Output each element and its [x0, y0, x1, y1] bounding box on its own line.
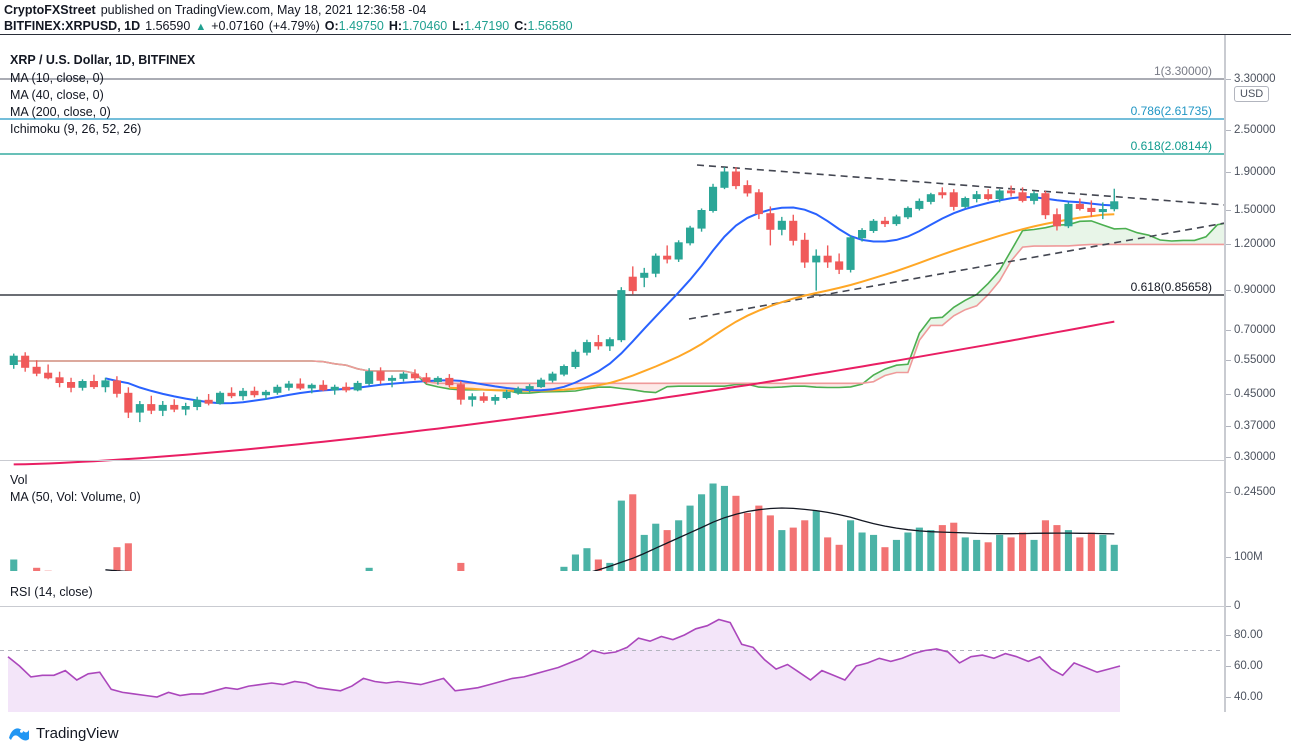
price-axis-tick: 1.20000	[1234, 238, 1276, 250]
price-axis-tick: 2.50000	[1234, 124, 1276, 136]
fib-level-label: 0.786(2.61735)	[1130, 104, 1212, 118]
low-value: 1.47190	[464, 19, 510, 33]
price-axis-tick: 0.70000	[1234, 324, 1276, 336]
axis-tick-mark	[1226, 457, 1231, 458]
axis-tick-mark	[1226, 697, 1231, 698]
rsi-axis-tick: 60.00	[1234, 660, 1263, 672]
axis-tick-mark	[1226, 635, 1231, 636]
rsi-axis-tick: 80.00	[1234, 629, 1263, 641]
currency-badge[interactable]: USD	[1234, 86, 1270, 102]
axis-tick-mark	[1226, 666, 1231, 667]
axis-tick-mark	[1226, 492, 1231, 493]
chart-frame: XRP / U.S. Dollar, 1D, BITFINEX MA (10, …	[0, 34, 1291, 747]
footer: TradingView	[0, 712, 1291, 755]
tradingview-logo-icon	[8, 725, 30, 743]
chart-header: CryptoFXStreet published on TradingView.c…	[0, 0, 1291, 34]
price-axis-tick: 0.55000	[1234, 354, 1276, 366]
up-triangle-icon: ▲	[195, 21, 207, 33]
pane-separator-volume-rsi[interactable]	[0, 606, 1224, 607]
fib-level-label: 0.618(2.08144)	[1130, 139, 1212, 153]
price-axis-tick: 0.37000	[1234, 420, 1276, 432]
chart-canvas[interactable]	[0, 35, 1225, 712]
ma200-line	[13, 320, 1115, 466]
axis-tick-mark	[1226, 244, 1231, 245]
volume-series	[10, 483, 1118, 571]
axis-tick-mark	[1226, 557, 1231, 558]
quote-line: BITFINEX:XRPUSD, 1D 1.56590 ▲ +0.07160 (+4.7…	[4, 18, 1291, 35]
publisher-name: CryptoFXStreet	[4, 3, 96, 17]
change-absolute: +0.07160	[211, 19, 264, 33]
fibonacci-levels	[0, 78, 1224, 296]
open-label: O:	[324, 19, 339, 33]
close-value: 1.56580	[527, 19, 573, 33]
price-axis-tick: 0.30000	[1234, 451, 1276, 463]
axis-tick-mark	[1226, 360, 1231, 361]
price-axis-tick: 3.30000	[1234, 73, 1276, 85]
high-label: H:	[388, 19, 403, 33]
axis-tick-mark	[1226, 606, 1231, 607]
rsi-series	[0, 618, 1224, 712]
published-info: published on TradingView.com, May 18, 20…	[100, 3, 427, 17]
price-axis-tick: 1.90000	[1234, 166, 1276, 178]
axis-tick-mark	[1226, 394, 1231, 395]
ma10-line	[105, 195, 1115, 405]
price-axis[interactable]: 3.30000 2.50000 1.90000 1.50000 1.20000 0.900…	[1225, 35, 1291, 712]
fib-level-label: 0.618(0.85658)	[1130, 280, 1212, 294]
fib-level-label: 1(3.30000)	[1153, 64, 1212, 78]
axis-tick-mark	[1226, 130, 1231, 131]
tradingview-brand: TradingView	[36, 725, 119, 742]
close-label: C:	[514, 19, 528, 33]
axis-tick-mark	[1226, 290, 1231, 291]
candlestick-series	[9, 167, 1119, 423]
volume-ma-line	[105, 507, 1115, 571]
change-percent: (+4.79%)	[268, 19, 320, 33]
price-axis-tick: 0.45000	[1234, 388, 1276, 400]
pane-separator-price-volume[interactable]	[0, 460, 1224, 461]
price-axis-tick: 1.50000	[1234, 204, 1276, 216]
volume-axis-tick: 100M	[1234, 551, 1263, 563]
high-value: 1.70460	[402, 19, 448, 33]
low-label: L:	[452, 19, 465, 33]
price-axis-tick: 0.90000	[1234, 284, 1276, 296]
price-axis-tick: 0.24500	[1234, 486, 1276, 498]
axis-tick-mark	[1226, 172, 1231, 173]
axis-tick-mark	[1226, 79, 1231, 80]
volume-axis-tick: 0	[1234, 600, 1241, 612]
axis-tick-mark	[1226, 330, 1231, 331]
ma40-line	[449, 213, 1115, 392]
axis-tick-mark	[1226, 210, 1231, 211]
ichimoku-span-lines	[13, 220, 1224, 394]
rsi-axis-tick: 40.00	[1234, 691, 1263, 703]
symbol-label: BITFINEX:XRPUSD, 1D	[4, 19, 141, 33]
axis-tick-mark	[1226, 426, 1231, 427]
open-value: 1.49750	[338, 19, 384, 33]
chart-panes[interactable]: XRP / U.S. Dollar, 1D, BITFINEX MA (10, …	[0, 35, 1225, 712]
last-price: 1.56590	[145, 19, 191, 33]
publisher-line: CryptoFXStreet published on TradingView.c…	[4, 2, 1291, 18]
